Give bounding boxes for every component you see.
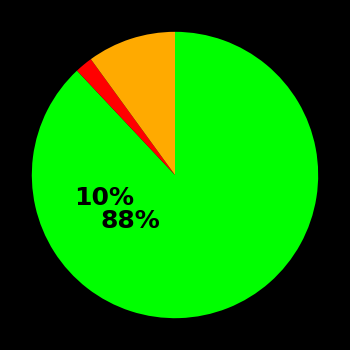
Text: 10%: 10% <box>74 186 134 210</box>
Wedge shape <box>77 59 175 175</box>
Wedge shape <box>91 32 175 175</box>
Text: 88%: 88% <box>100 209 160 233</box>
Wedge shape <box>32 32 318 318</box>
